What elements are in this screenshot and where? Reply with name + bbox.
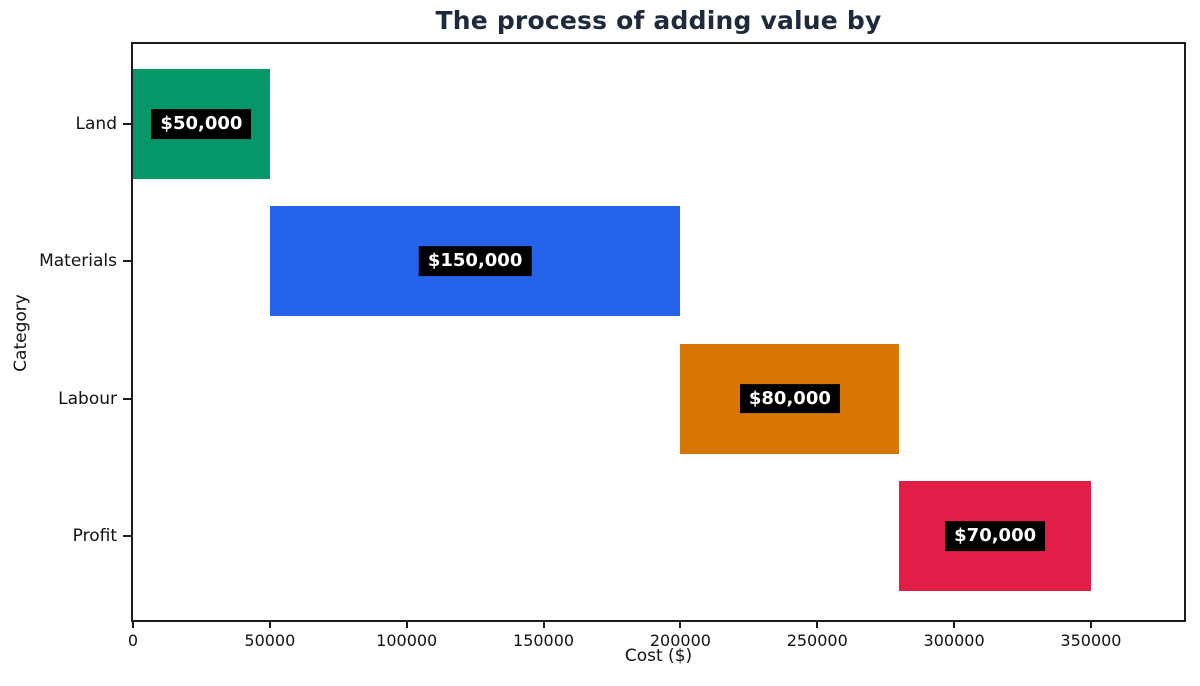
y-tick [123, 397, 131, 400]
x-tick-label: 100000 [376, 631, 438, 650]
chart-title: The process of adding value by [435, 6, 882, 35]
y-tick [123, 122, 131, 125]
x-tick-label: 300000 [923, 631, 985, 650]
x-tick [405, 620, 408, 628]
x-tick [542, 620, 545, 628]
y-tick [123, 535, 131, 538]
x-tick [953, 620, 956, 628]
x-tick-label: 0 [127, 631, 139, 650]
x-tick-label: 350000 [1060, 631, 1122, 650]
y-axis-label: Category [11, 294, 31, 372]
y-tick-label-labour: Labour [58, 388, 117, 409]
y-tick [123, 260, 131, 263]
x-tick-label: 150000 [513, 631, 575, 650]
x-tick-label: 250000 [786, 631, 848, 650]
bar-value-label: $150,000 [418, 246, 532, 277]
x-tick [132, 620, 134, 628]
bar-value-label: $50,000 [151, 108, 252, 139]
bar-value-label: $80,000 [739, 383, 840, 414]
x-tick [816, 620, 819, 628]
x-tick [268, 620, 271, 628]
plot-area: $50,000 Land $150,000 Materials $80,000 Labou… [39, 42, 1186, 650]
x-axis-label: Cost ($) [624, 646, 693, 666]
bar-value-label: $70,000 [945, 521, 1046, 552]
x-tick [679, 620, 682, 628]
x-tick-label: 200000 [649, 631, 711, 650]
x-tick [1089, 620, 1092, 628]
x-tick-label: 50000 [244, 631, 296, 650]
y-tick-label-materials: Materials [39, 251, 117, 272]
y-tick-label-profit: Profit [72, 526, 117, 547]
y-tick-label-land: Land [75, 113, 117, 134]
